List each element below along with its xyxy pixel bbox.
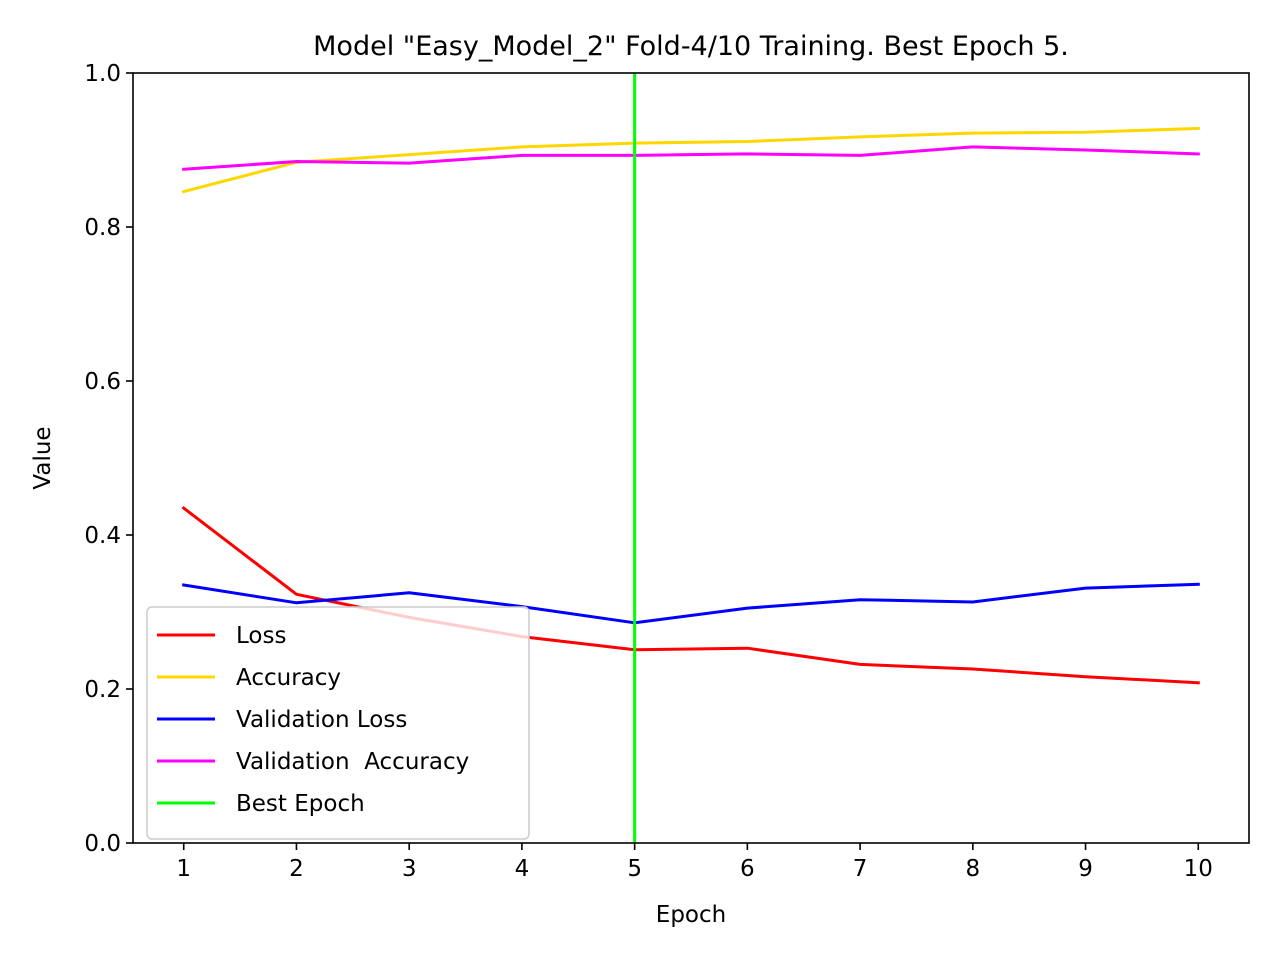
x-tick-label: 8 [965, 856, 980, 882]
legend-label: Accuracy [236, 665, 341, 691]
series-line-4 [182, 145, 1200, 171]
x-tick-label: 5 [627, 856, 642, 882]
x-tick-label: 10 [1184, 856, 1213, 882]
x-tick-label: 7 [853, 856, 868, 882]
legend: Loss Accuracy Validation Loss Validation Ac… [146, 606, 530, 840]
plot-area [181, 73, 1200, 843]
y-tick-label: 0.4 [84, 523, 121, 549]
legend-label: Validation Loss [236, 707, 407, 733]
x-tick-label: 6 [740, 856, 755, 882]
legend-label: Best Epoch [236, 791, 365, 817]
y-tick-label: 0.0 [84, 831, 121, 857]
x-tick-label: 4 [515, 856, 530, 882]
y-tick-label: 0.2 [84, 677, 121, 703]
plot-frame [132, 72, 1250, 844]
series-line-2 [181, 126, 1200, 194]
y-tick-label: 1.0 [84, 61, 121, 87]
y-axis-label: Value [30, 426, 56, 489]
series-line-1 [181, 505, 1200, 685]
y-tick-label: 0.6 [84, 369, 121, 395]
chart-title: Model "Easy_Model_2" Fold-4/10 Training.… [313, 31, 1069, 62]
x-tick-label: 2 [289, 856, 304, 882]
axis-ticks: 1 2 3 4 5 6 7 8 9 10 0.0 0.2 0.4 0.6 0.8 1.0 [84, 61, 1212, 882]
legend-box [146, 606, 530, 840]
legend-label: Loss [236, 623, 286, 649]
legend-label: Validation Accuracy [236, 749, 469, 775]
x-axis-label: Epoch [656, 902, 726, 928]
y-tick-label: 0.8 [84, 215, 121, 241]
x-tick-label: 9 [1078, 856, 1093, 882]
series-line-3 [181, 582, 1200, 625]
x-tick-label: 3 [402, 856, 417, 882]
x-tick-label: 1 [176, 856, 191, 882]
